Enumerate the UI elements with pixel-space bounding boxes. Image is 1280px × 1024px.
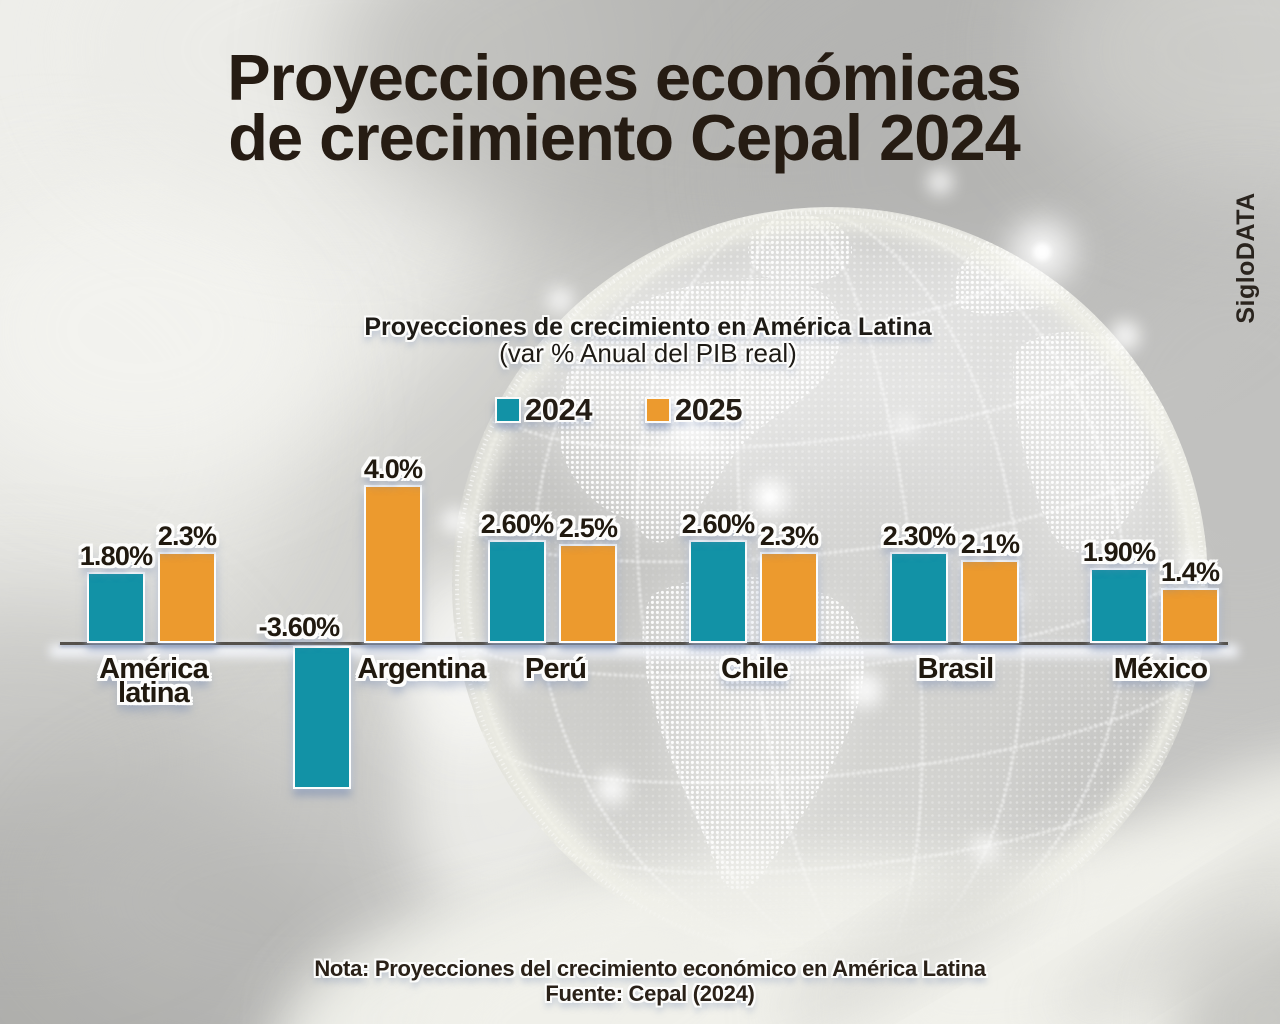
legend-label-2024: 2024 xyxy=(525,392,592,427)
brand-watermark: SigloDATA xyxy=(1232,192,1260,324)
footnote: Nota: Proyecciones del crecimiento econó… xyxy=(0,956,1280,1006)
footnote-line2: Fuente: Cepal (2024) xyxy=(545,981,755,1006)
main-title-line2: de crecimiento Cepal 2024 xyxy=(228,101,1021,174)
chart-subtitle-line2: (var % Anual del PIB real) xyxy=(499,338,797,368)
sparkles xyxy=(442,169,1201,958)
legend-label-2025: 2025 xyxy=(675,392,742,427)
main-title-line1: Proyecciones económicas xyxy=(227,41,1022,114)
hand-overlay xyxy=(300,761,1280,1024)
footnote-line1: Nota: Proyecciones del crecimiento econó… xyxy=(314,956,986,981)
legend-item-2025: 2025 xyxy=(645,392,742,428)
legend-swatch-2025 xyxy=(645,397,671,423)
legend-item-2024: 2024 xyxy=(495,392,592,428)
chart-subtitle-line1: Proyecciones de crecimiento en América L… xyxy=(364,313,932,341)
chart-subtitle: Proyecciones de crecimiento en América L… xyxy=(8,314,1280,366)
legend-swatch-2024 xyxy=(495,397,521,423)
main-title: Proyecciones económicas de crecimiento C… xyxy=(0,41,1248,174)
